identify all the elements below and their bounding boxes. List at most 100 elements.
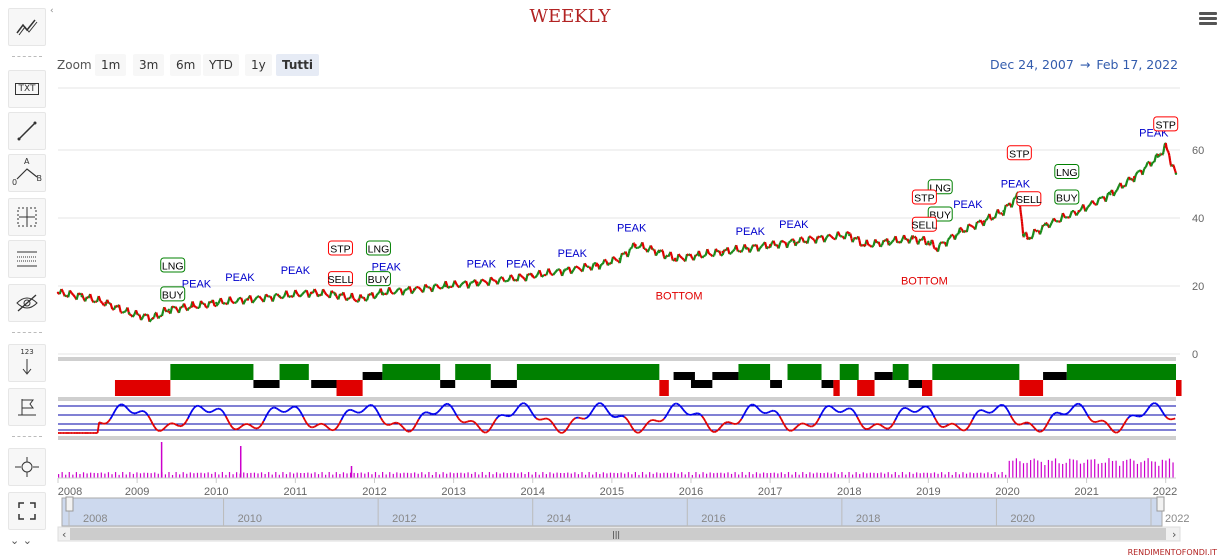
price-segment [390, 291, 395, 295]
oscillator-segment [880, 424, 883, 428]
peak-label: PEAK [372, 262, 402, 274]
volume-bar [958, 474, 961, 478]
fibonacci-button[interactable] [8, 240, 46, 278]
volume-bar [898, 474, 900, 478]
oscillator-segment [687, 413, 690, 416]
volume-bar [663, 472, 665, 478]
volume-bar [499, 473, 501, 478]
y-tick-label: 20 [1192, 281, 1204, 293]
price-segment [697, 250, 702, 257]
buy-badge: BUY [365, 271, 391, 287]
price-segment [810, 236, 814, 240]
oscillator-segment [766, 411, 769, 414]
hide-drawings-icon[interactable] [8, 284, 46, 322]
oscillator-segment [185, 418, 189, 422]
volume-bar [980, 472, 982, 478]
zoom-1m-button[interactable]: 1m [95, 54, 127, 76]
oscillator-segment [1044, 423, 1048, 428]
oscillator-segment [145, 412, 149, 417]
volume-bar [862, 472, 864, 478]
date-from[interactable]: Dec 24, 2007 [990, 57, 1074, 72]
price-point [151, 317, 155, 320]
oscillator-segment [760, 410, 763, 413]
volume-bar [631, 474, 633, 478]
volume-bar [1133, 460, 1135, 478]
flag-icon[interactable] [8, 388, 46, 426]
oscillator-segment [722, 422, 725, 426]
price-segment [959, 226, 963, 230]
oscillator-segment [821, 409, 825, 413]
oscillator-segment [514, 408, 518, 412]
oscillator-segment [98, 421, 102, 424]
txt-icon: TXT [15, 83, 39, 95]
oscillator-segment [465, 420, 469, 423]
volume-bar [471, 473, 473, 478]
toolbar-scroll-arrows[interactable]: ⌄ ⌄ [10, 534, 32, 547]
volume-bar [887, 472, 889, 478]
hamburger-menu-icon[interactable] [1199, 10, 1217, 27]
oscillator-segment [481, 430, 485, 433]
price-segment [677, 253, 682, 258]
price-segment [186, 307, 191, 312]
volume-bar [738, 474, 740, 478]
zoom-all-button[interactable]: Tutti [276, 54, 319, 76]
collapse-toolbar-icon[interactable]: ‹ [50, 6, 54, 16]
oscillator-segment [440, 406, 444, 410]
volume-bar [741, 472, 743, 478]
x-tick-label: 2016 [679, 486, 703, 498]
volume-bar [1033, 458, 1035, 478]
oscillator-segment [804, 423, 807, 426]
elliott-wave-button[interactable]: A 0 B [8, 154, 46, 192]
oscillator-segment [112, 410, 116, 415]
zoom-6m-button[interactable]: 6m [170, 54, 202, 76]
volume-bar [545, 474, 547, 478]
price-point [246, 298, 250, 301]
zoom-1y-button[interactable]: 1y [245, 54, 272, 76]
oscillator-segment [290, 406, 293, 410]
fullscreen-icon[interactable] [8, 492, 46, 530]
price-segment [726, 247, 731, 255]
oscillator-segment [889, 425, 893, 429]
crosshair-button[interactable] [8, 198, 46, 236]
signal-block [362, 372, 383, 380]
volume-bar [1129, 458, 1131, 478]
zoom-ytd-button[interactable]: YTD [203, 54, 239, 76]
oscillator-segment [461, 420, 464, 424]
oscillator-segment [1155, 402, 1159, 406]
indicators-icon[interactable] [8, 8, 46, 46]
x-tick-label: 2017 [758, 486, 782, 498]
measure-button[interactable]: 123 [8, 344, 46, 382]
oscillator-segment [1128, 414, 1132, 418]
oscillator-segment [359, 410, 363, 414]
oscillator-segment [297, 408, 301, 412]
oscillator-segment [1032, 425, 1036, 429]
volume-bar [1065, 462, 1067, 478]
signal-block [455, 364, 491, 380]
oscillator-segment [147, 415, 151, 419]
zoom-chart-icon[interactable] [8, 448, 46, 486]
price-segment [759, 245, 763, 249]
date-to[interactable]: Feb 17, 2022 [1096, 57, 1179, 72]
oscillator-segment [780, 418, 784, 423]
price-segment [938, 241, 943, 246]
oscillator-segment [758, 408, 762, 412]
date-range[interactable]: Dec 24, 2007 → Feb 17, 2022 [990, 57, 1178, 72]
oscillator-segment [892, 419, 896, 424]
volume-bar [577, 474, 580, 478]
price-segment [1144, 161, 1149, 168]
zoom-3m-button[interactable]: 3m [133, 54, 165, 76]
price-segment [929, 241, 933, 245]
text-annotation-button[interactable]: TXT [8, 70, 46, 108]
volume-bar [827, 472, 829, 478]
oscillator-segment [592, 406, 596, 411]
price-segment [969, 224, 973, 228]
volume-bar [834, 472, 836, 478]
oscillator-segment [214, 408, 217, 411]
line-tool-button[interactable] [8, 112, 46, 150]
x-tick-label: 2022 [1153, 486, 1177, 498]
oscillator-segment [1150, 402, 1154, 406]
x-tick-label: 2019 [916, 486, 940, 498]
sell-badge-text: SELL [912, 220, 938, 232]
oscillator-segment [1005, 406, 1009, 411]
oscillator-segment [1123, 420, 1127, 424]
